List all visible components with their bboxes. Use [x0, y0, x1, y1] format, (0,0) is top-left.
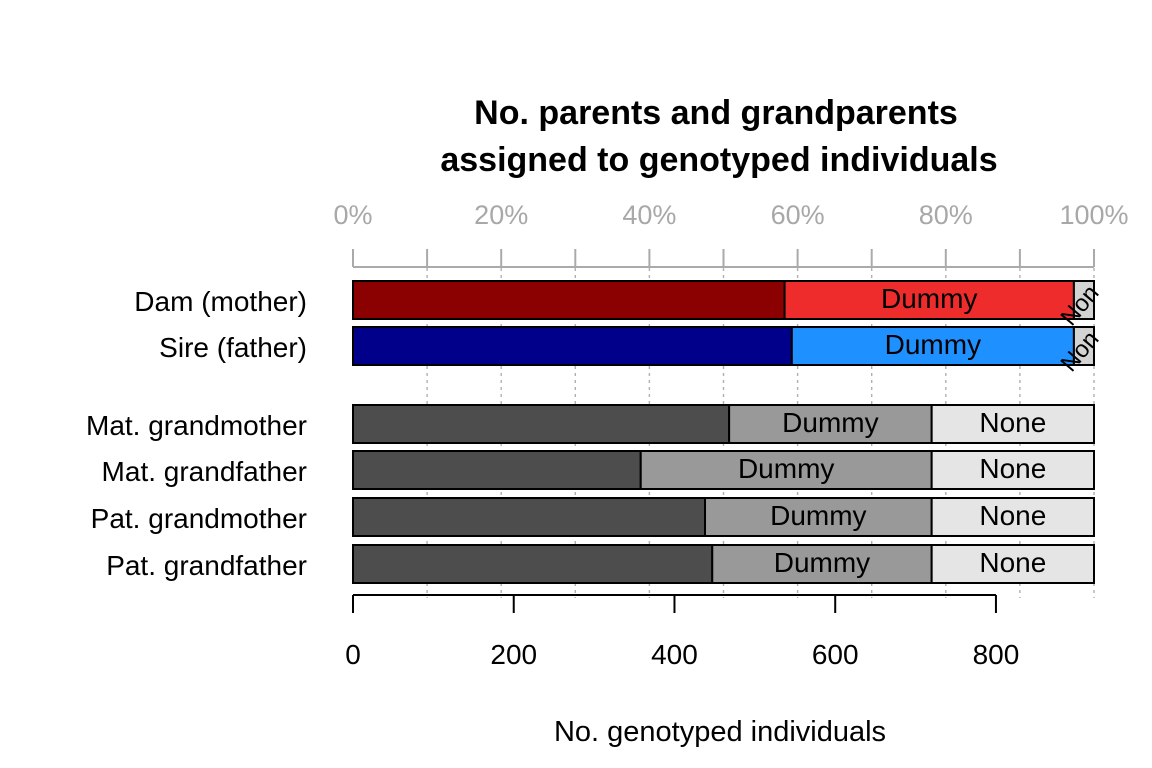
bar-segment — [1072, 326, 1096, 366]
chart-title-line-1: No. parents and grandparents — [474, 94, 958, 132]
bar-segment — [352, 326, 793, 366]
bar-segment — [930, 544, 1095, 584]
bar-segment — [930, 404, 1095, 444]
segment-label: Dummy — [738, 453, 834, 484]
bottom-axis: 0 200 400 600 800 — [345, 594, 1020, 670]
bottom-tick-label: 800 — [973, 639, 1020, 670]
bottom-tick-label: 0 — [345, 639, 361, 670]
top-tick-label: 20% — [474, 200, 528, 230]
x-axis-label: No. genotyped individuals — [554, 716, 886, 748]
bar-segment — [930, 497, 1095, 537]
segment-label: Dummy — [881, 283, 977, 314]
bottom-tick-label: 600 — [812, 639, 859, 670]
segment-label: Dummy — [885, 329, 981, 360]
row-label: Mat. grandmother — [86, 410, 307, 441]
row-label: Pat. grandmother — [91, 503, 307, 534]
bar-segment — [930, 450, 1095, 490]
top-axis: 0% 20% 40% 60% 80% 100% — [333, 200, 1129, 268]
top-tick-label: 100% — [1059, 200, 1128, 230]
bar-segment — [639, 450, 933, 490]
bar-segment — [728, 404, 933, 444]
segment-label: Dummy — [774, 547, 870, 578]
top-tick-label: 40% — [622, 200, 676, 230]
bar-segment — [352, 450, 642, 490]
bar-segment — [352, 280, 786, 320]
segment-label: Dummy — [782, 407, 878, 438]
row-label: Dam (mother) — [134, 286, 307, 317]
bar-segment — [352, 404, 731, 444]
bars-layer: Dummy None Dummy None Dummy None Dummy None Dumm… — [352, 276, 1113, 584]
bar-segment — [790, 326, 1075, 366]
row-label: Mat. grandfather — [102, 456, 307, 487]
bar-segment — [704, 497, 933, 537]
row-label: Pat. grandfather — [106, 550, 307, 581]
row-labels: Dam (mother) Sire (father) Mat. grandmothe… — [86, 286, 307, 581]
chart-title-line-2: assigned to genotyped individuals — [440, 141, 997, 179]
top-tick-label: 80% — [919, 200, 973, 230]
bar-segment — [352, 544, 714, 584]
bar-segment — [711, 544, 933, 584]
top-tick-label: 60% — [771, 200, 825, 230]
segment-label: None — [979, 500, 1046, 531]
segment-label: None — [979, 407, 1046, 438]
row-label: Sire (father) — [159, 332, 307, 363]
bar-segment — [783, 280, 1075, 320]
bottom-tick-label: 400 — [651, 639, 698, 670]
bottom-tick-label: 200 — [490, 639, 537, 670]
segment-label: Dummy — [770, 500, 866, 531]
segment-label: None — [979, 547, 1046, 578]
bar-segment — [1072, 280, 1096, 320]
bar-segment — [352, 497, 707, 537]
segment-label: None — [979, 453, 1046, 484]
top-tick-label: 0% — [333, 200, 372, 230]
